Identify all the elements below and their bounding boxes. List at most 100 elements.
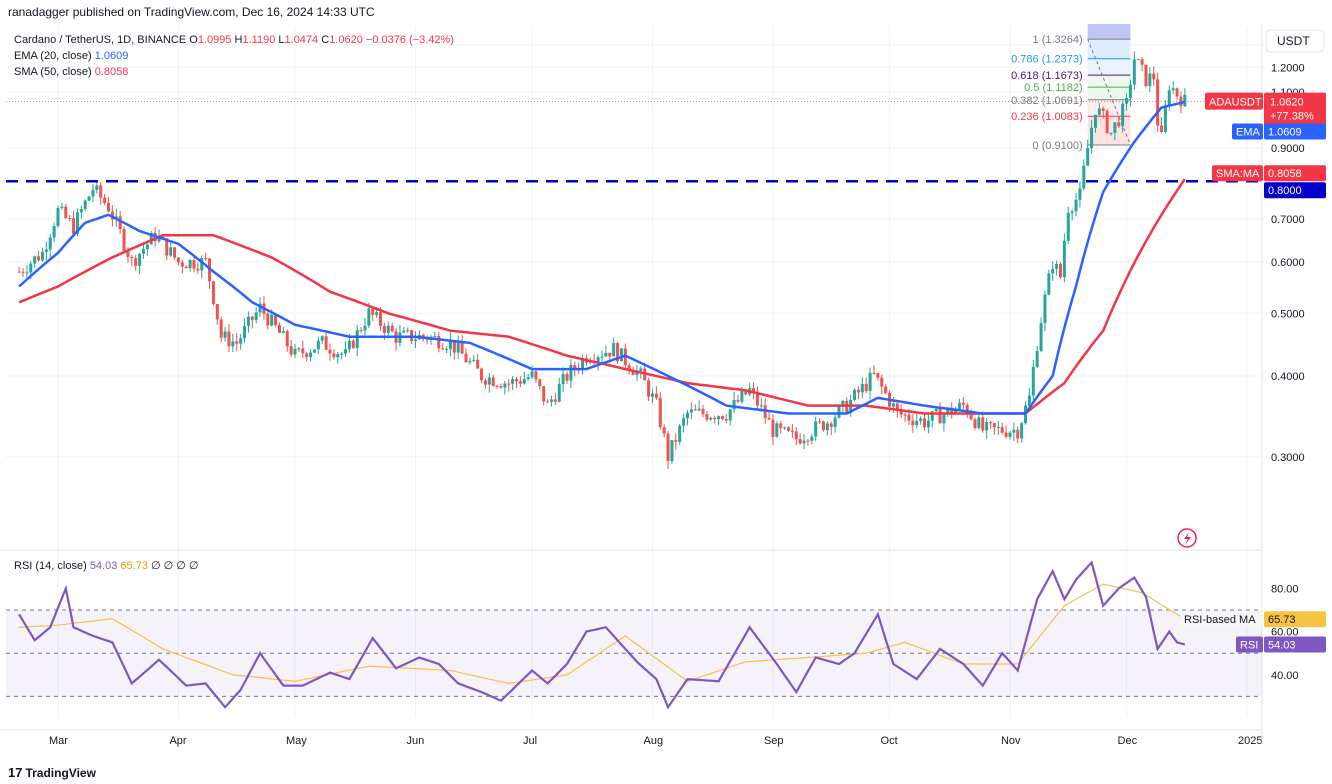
candle: [1156, 72, 1160, 132]
candle-body: [29, 263, 33, 273]
candle-body: [891, 403, 895, 407]
candle: [1082, 159, 1086, 191]
candle-body: [546, 401, 550, 403]
candle: [880, 374, 884, 394]
candle-body: [856, 389, 860, 393]
candle-body: [530, 371, 534, 378]
candle-body: [977, 417, 981, 429]
candle-body: [301, 348, 305, 354]
candle-body: [75, 212, 79, 235]
time-tick-label: Jun: [406, 735, 424, 747]
candle: [305, 352, 309, 362]
sma-name-tag-bg: [1212, 165, 1263, 182]
time-tick-label: Aug: [644, 735, 664, 747]
price-tick-label: 0.3000: [1271, 452, 1305, 464]
candle-body: [1109, 132, 1113, 134]
candle: [786, 426, 790, 432]
candle: [235, 333, 239, 352]
candle: [557, 377, 561, 403]
candle: [503, 380, 507, 395]
candle: [1128, 79, 1132, 107]
candle: [309, 349, 313, 362]
candle: [487, 373, 491, 393]
candle-body: [783, 427, 787, 429]
lightning-circle: [1177, 528, 1197, 548]
candle: [942, 411, 946, 432]
candle-body: [79, 209, 83, 213]
candle: [833, 414, 837, 433]
candle-body: [243, 325, 247, 339]
candle-body: [674, 440, 678, 442]
candle: [1058, 261, 1062, 280]
candle-body: [483, 380, 487, 385]
ema-value-tag-bg: [1264, 123, 1326, 140]
sma-legend-value: 0.8058: [94, 66, 129, 78]
candle: [647, 377, 651, 402]
candle-body: [347, 340, 351, 350]
candle-body: [553, 399, 557, 402]
candle: [184, 265, 188, 269]
candle: [40, 247, 44, 262]
candle: [1171, 80, 1175, 95]
candle: [468, 357, 472, 365]
candle: [755, 386, 759, 411]
candle-body: [658, 397, 662, 428]
candle-body: [180, 262, 184, 267]
candle: [775, 421, 779, 438]
close-value: 1.0620: [329, 34, 363, 46]
candlestick-series: [17, 51, 1187, 469]
candle-body: [1117, 122, 1121, 127]
candle-body: [806, 440, 810, 442]
candle: [1078, 181, 1082, 208]
tradingview-logo[interactable]: 17 TradingView: [8, 765, 96, 780]
candle: [507, 379, 511, 392]
candle-body: [573, 365, 577, 370]
candle-body: [922, 418, 926, 428]
candle-body: [802, 440, 806, 444]
candle: [254, 306, 258, 324]
candle-body: [173, 247, 177, 258]
candle-body: [619, 348, 623, 362]
candle-body: [336, 353, 340, 358]
candle: [250, 316, 254, 329]
rsi-ma-name-tag-bg: [1180, 611, 1263, 628]
candle-body: [460, 342, 464, 354]
candle-body: [250, 316, 254, 320]
candle: [977, 413, 981, 430]
candle-body: [752, 388, 756, 392]
candle-body: [141, 249, 145, 254]
candle: [922, 414, 926, 431]
candle-body: [367, 308, 371, 326]
candle: [483, 378, 487, 389]
candle: [1113, 122, 1117, 141]
candle-body: [1093, 114, 1097, 128]
candle: [188, 259, 192, 272]
candle-body: [903, 414, 907, 416]
candle-body: [281, 331, 285, 333]
candle-body: [56, 207, 60, 227]
candle: [281, 326, 285, 334]
support-level: [6, 101, 1262, 183]
candle-body: [1105, 110, 1109, 133]
candle: [604, 345, 608, 358]
candle-body: [565, 373, 569, 381]
candle: [736, 394, 740, 403]
candle-body: [87, 196, 91, 201]
chart-area[interactable]: 1 (1.3264) 0.786 (1.2373) 0.618 (1.1673) 0.…: [0, 24, 1332, 754]
candle-body: [266, 313, 270, 326]
candle-body: [810, 436, 814, 441]
candle: [658, 392, 662, 430]
candle-body: [1136, 59, 1140, 61]
candle-body: [157, 236, 161, 242]
fib-zone: [1087, 39, 1131, 59]
candle-body: [853, 389, 857, 400]
close-label: C: [321, 34, 330, 46]
chart-canvas[interactable]: 1 (1.3264)0.786 (1.2373)0.618 (1.1673)0.…: [0, 24, 1332, 754]
price-tick-label: 0.4000: [1271, 371, 1305, 383]
candle-body: [211, 281, 215, 305]
candle: [138, 253, 142, 275]
candle: [876, 372, 880, 381]
candle-body: [375, 312, 379, 316]
candle-body: [1183, 94, 1187, 107]
rsi-value-tag-text: 54.03: [1268, 639, 1296, 651]
